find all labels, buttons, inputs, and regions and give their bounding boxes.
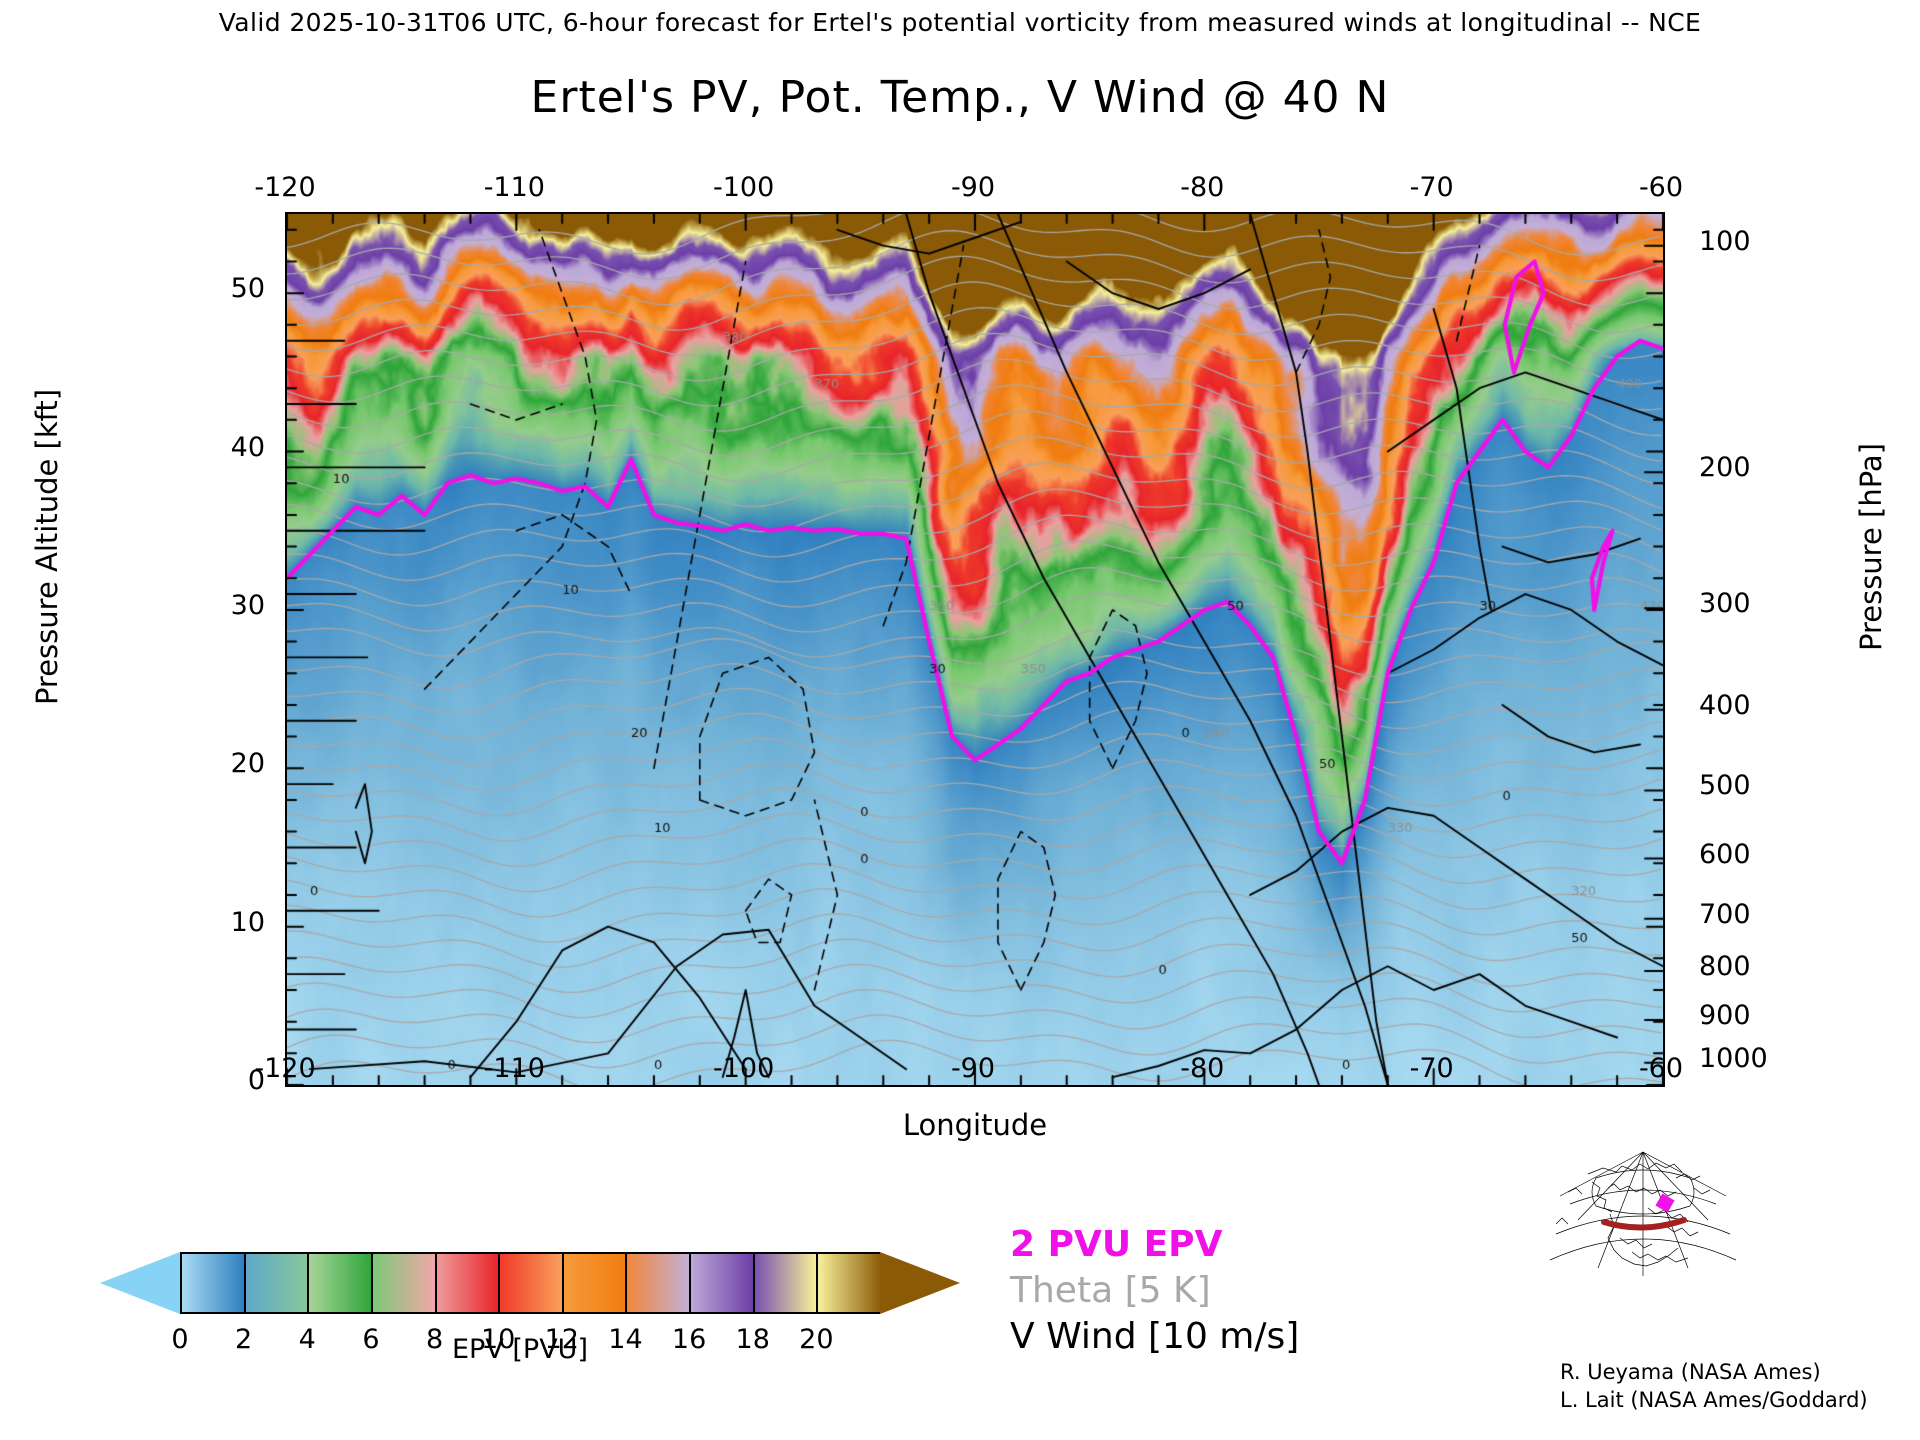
tick-label: 400 bbox=[1699, 689, 1751, 721]
colorbar-tick-label: 20 bbox=[799, 1324, 834, 1355]
tick-label: 900 bbox=[1699, 1000, 1751, 1032]
tick-label: -100 bbox=[713, 172, 775, 203]
tick-label: 1000 bbox=[1699, 1042, 1768, 1074]
tick-label: 200 bbox=[1699, 452, 1751, 484]
colorbar-tick-label: 4 bbox=[298, 1324, 316, 1355]
colorbar-under-arrow bbox=[100, 1252, 180, 1314]
credit-line-1: R. Ueyama (NASA Ames) bbox=[1560, 1360, 1821, 1384]
tick-label: 0 bbox=[247, 1065, 265, 1096]
tick-label: 10 bbox=[230, 906, 265, 938]
legend-item-pv: 2 PVU EPV bbox=[1010, 1224, 1223, 1265]
tick-label: 30 bbox=[230, 589, 265, 621]
tick-label: -120 bbox=[254, 172, 316, 203]
colorbar-tick-label: 18 bbox=[735, 1324, 770, 1355]
colorbar-segment bbox=[691, 1254, 755, 1312]
legend-item-theta: Theta [5 K] bbox=[1010, 1270, 1211, 1312]
tick-label: -60 bbox=[1638, 1053, 1684, 1084]
tick-label: -100 bbox=[713, 1053, 775, 1084]
tick-label: -70 bbox=[1409, 172, 1454, 203]
colorbar-tick-label: 2 bbox=[235, 1324, 253, 1355]
colorbar-segment bbox=[500, 1254, 564, 1312]
tick-label: -90 bbox=[950, 172, 996, 203]
tick-label: 300 bbox=[1699, 588, 1751, 620]
colorbar-segment bbox=[436, 1254, 501, 1312]
colorbar-segment bbox=[182, 1254, 246, 1312]
tick-label: 50 bbox=[230, 273, 265, 305]
legend: 2 PVU EPV Theta [5 K] V Wind [10 m/s] bbox=[1010, 1222, 1490, 1360]
header-caption: Valid 2025-10-31T06 UTC, 6-hour forecast… bbox=[218, 8, 1702, 37]
colorbar-tick-label: 16 bbox=[671, 1324, 707, 1355]
page-title: Ertel's PV, Pot. Temp., V Wind @ 40 N bbox=[530, 72, 1390, 123]
tick-label: 500 bbox=[1699, 770, 1751, 802]
y-axis-left-title: Pressure Altitude [kft] bbox=[30, 388, 64, 706]
colorbar-segment bbox=[309, 1254, 373, 1312]
location-marker bbox=[1655, 1193, 1675, 1213]
colorbar-over-arrow bbox=[880, 1252, 960, 1314]
colorbar[interactable]: 0 2 4 6 8 10 12 14 16 18 20 bbox=[100, 1252, 960, 1355]
transect-arc bbox=[1601, 1217, 1687, 1231]
tick-label: 600 bbox=[1699, 838, 1751, 870]
credits: R. Ueyama (NASA Ames) L. Lait (NASA Ames… bbox=[1560, 1358, 1920, 1415]
tick-label: -110 bbox=[483, 1053, 545, 1084]
colorbar-segment bbox=[754, 1254, 819, 1312]
colorbar-gradient bbox=[180, 1252, 882, 1314]
tick-label: -60 bbox=[1638, 172, 1684, 203]
tick-label: 40 bbox=[230, 431, 265, 463]
colorbar-tick-label: 0 bbox=[171, 1324, 189, 1355]
colorbar-segment bbox=[627, 1254, 692, 1312]
contour-overlays bbox=[287, 214, 1663, 1085]
y-axis-right-title: Pressure [hPa] bbox=[1854, 443, 1888, 652]
legend-item-vwind: V Wind [10 m/s] bbox=[1010, 1316, 1300, 1358]
tick-label: -120 bbox=[254, 1053, 316, 1084]
colorbar-tick-label: 10 bbox=[480, 1324, 516, 1355]
colorbar-tick-label: 12 bbox=[544, 1324, 579, 1355]
colorbar-segment bbox=[563, 1254, 628, 1312]
tick-label: -80 bbox=[1180, 1053, 1225, 1084]
tick-label: -90 bbox=[950, 1053, 996, 1084]
colorbar-segment bbox=[818, 1254, 882, 1312]
tick-label: 700 bbox=[1699, 898, 1751, 930]
tick-label: -80 bbox=[1180, 172, 1225, 203]
tick-label: 20 bbox=[230, 748, 265, 780]
credit-line-2: L. Lait (NASA Ames/Goddard) bbox=[1560, 1388, 1868, 1413]
colorbar-tick-label: 14 bbox=[608, 1324, 643, 1355]
colorbar-segment bbox=[372, 1254, 437, 1312]
cross-section-plot[interactable] bbox=[285, 212, 1665, 1087]
colorbar-tick-label: 6 bbox=[362, 1324, 380, 1355]
tick-label: -110 bbox=[483, 172, 545, 203]
locator-map-svg bbox=[1549, 1151, 1737, 1276]
x-axis-title: Longitude bbox=[902, 1108, 1048, 1142]
colorbar-segment bbox=[245, 1254, 310, 1312]
tick-label: 100 bbox=[1699, 225, 1751, 257]
tick-label: 800 bbox=[1699, 950, 1751, 982]
tick-label: -70 bbox=[1409, 1053, 1454, 1084]
colorbar-tick-label: 8 bbox=[425, 1324, 444, 1355]
locator-map-inset bbox=[1548, 1148, 1738, 1278]
colorbar-title: EPV [PVU] bbox=[452, 1334, 588, 1365]
